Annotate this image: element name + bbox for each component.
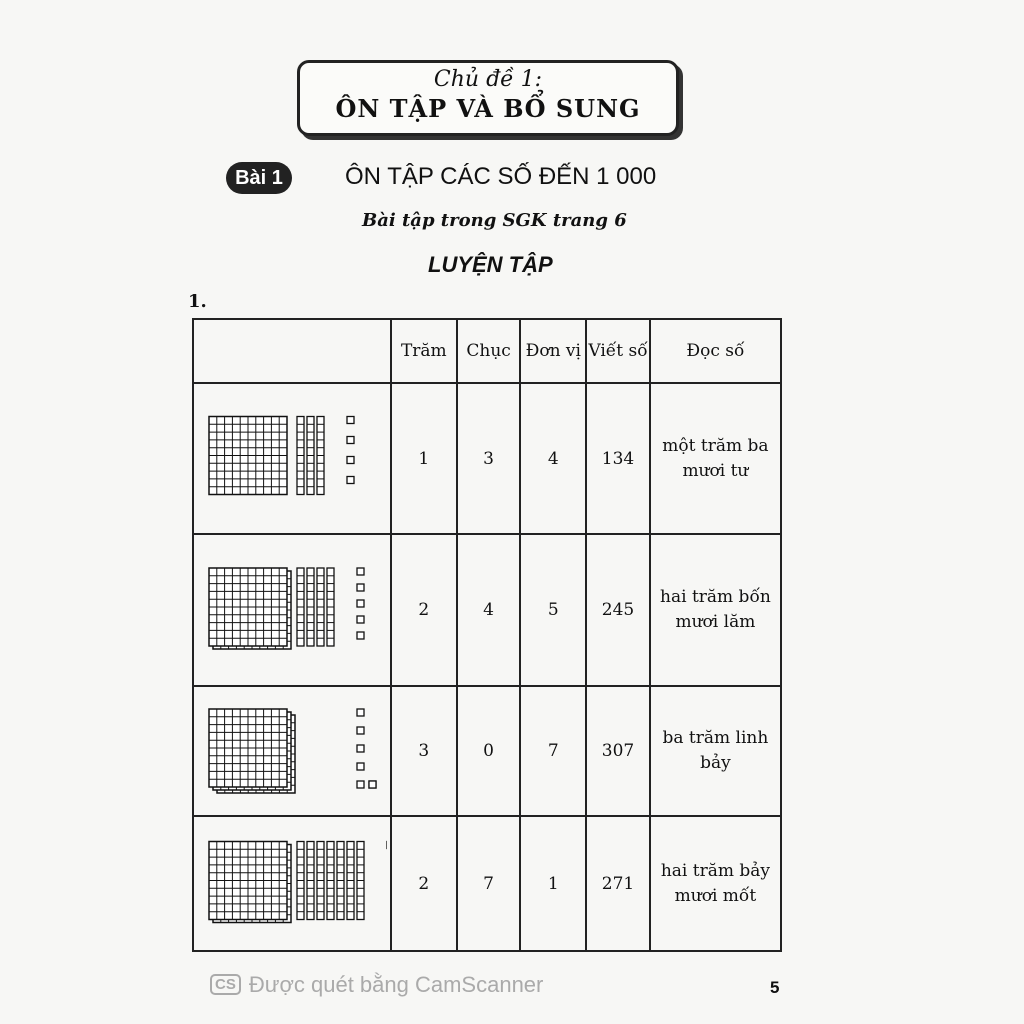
topic-box: Chủ đề 1: ÔN TẬP VÀ BỔ SUNG	[297, 60, 679, 136]
number-cell: 245	[585, 533, 651, 687]
hundred-block	[208, 566, 288, 647]
ten-rod	[326, 840, 335, 920]
base-ten-blocks	[192, 815, 395, 952]
ten-rod	[346, 840, 355, 920]
table-header-row: Trăm Chục Đơn vị Viết số Đọc số	[192, 318, 783, 384]
section-title: LUYỆN TẬP	[428, 252, 553, 277]
ones-cell: 5	[519, 533, 588, 687]
base-ten-blocks	[192, 533, 392, 687]
base-ten-blocks	[192, 382, 392, 535]
topic-label: Chủ đề 1:	[433, 67, 543, 92]
header-tens: Chục	[455, 318, 522, 384]
one-cube	[356, 566, 365, 576]
place-value-table: Trăm Chục Đơn vị Viết số Đọc số 1 3 4 13…	[192, 318, 783, 952]
one-cube	[356, 725, 365, 735]
hundreds-cell: 2	[389, 533, 458, 687]
header-reading: Đọc số	[648, 318, 783, 384]
lesson-badge: Bài 1	[226, 162, 292, 194]
ten-rod	[316, 840, 325, 920]
hundreds-cell: 1	[389, 382, 458, 535]
one-cube	[346, 415, 355, 424]
ten-rod	[316, 415, 325, 495]
reading-cell: hai trăm bốn mươi lăm	[648, 533, 783, 687]
ten-rod	[356, 840, 365, 920]
tens-cell: 7	[455, 815, 522, 952]
table-row: 3 0 7 307 ba trăm linh bảy	[192, 685, 783, 817]
ten-rod	[326, 566, 335, 647]
reading-cell: hai trăm bảy mươi mốt	[648, 815, 783, 952]
ones-cell: 1	[519, 815, 588, 952]
hundreds-cell: 2	[389, 815, 458, 952]
hundred-block	[208, 707, 288, 788]
page-number: 5	[770, 978, 780, 997]
header-blocks	[192, 318, 392, 384]
watermark-text: Được quét bằng CamScanner	[248, 972, 544, 997]
one-cube	[356, 743, 365, 753]
number-cell: 271	[585, 815, 651, 952]
exercise-number: 1.	[188, 291, 207, 312]
tens-cell: 3	[455, 382, 522, 535]
camscanner-logo-icon: CS	[210, 974, 241, 995]
one-cube	[356, 707, 365, 717]
ten-rod	[296, 566, 305, 647]
hundred-block	[208, 840, 288, 920]
ten-rod	[296, 415, 305, 495]
camscanner-watermark: CS Được quét bằng CamScanner	[210, 972, 543, 998]
one-cube	[356, 779, 365, 789]
one-cube	[356, 630, 365, 640]
reading-cell: ba trăm linh bảy	[648, 685, 783, 817]
ones-cell: 4	[519, 382, 588, 535]
one-cube	[346, 475, 355, 484]
hundred-block	[208, 415, 288, 495]
table-row: 1 3 4 134 một trăm ba mươi tư	[192, 382, 783, 535]
number-cell: 307	[585, 685, 651, 817]
one-cube	[356, 598, 365, 608]
ten-rod	[336, 840, 345, 920]
table-row: 2 4 5 245 hai trăm bốn mươi lăm	[192, 533, 783, 687]
base-ten-blocks	[192, 685, 392, 817]
ten-rod	[306, 840, 315, 920]
hundreds-cell: 3	[389, 685, 458, 817]
one-cube	[356, 761, 365, 771]
ones-cell: 7	[519, 685, 588, 817]
table-row: 2 7 1 271 hai trăm bảy mươi mốt	[192, 815, 783, 952]
tens-cell: 0	[455, 685, 522, 817]
number-cell: 134	[585, 382, 651, 535]
topic-title: ÔN TẬP VÀ BỔ SUNG	[335, 94, 641, 123]
ten-rod	[296, 840, 305, 920]
one-cube	[368, 779, 377, 789]
lesson-title: ÔN TẬP CÁC SỐ ĐẾN 1 000	[345, 163, 657, 190]
header-number: Viết số	[585, 318, 651, 384]
one-cube	[346, 455, 355, 464]
tens-cell: 4	[455, 533, 522, 687]
ten-rod	[316, 566, 325, 647]
one-cube	[346, 435, 355, 444]
header-ones: Đơn vị	[519, 318, 588, 384]
one-cube	[356, 614, 365, 624]
subtitle: Bài tập trong SGK trang 6	[362, 210, 627, 231]
header-hundreds: Trăm	[389, 318, 458, 384]
one-cube	[356, 582, 365, 592]
reading-cell: một trăm ba mươi tư	[648, 382, 783, 535]
ten-rod	[306, 566, 315, 647]
ten-rod	[306, 415, 315, 495]
